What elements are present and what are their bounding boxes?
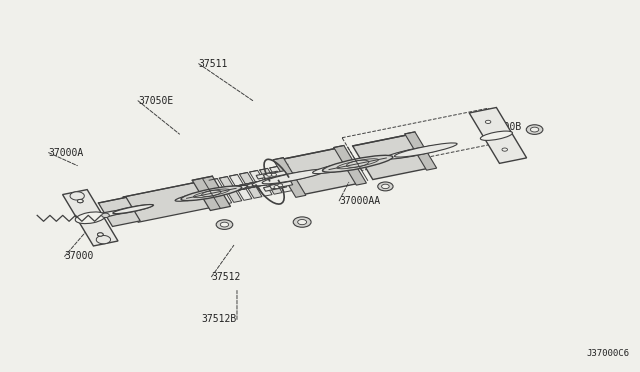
Ellipse shape bbox=[323, 155, 393, 172]
Text: 37512: 37512 bbox=[211, 272, 241, 282]
Ellipse shape bbox=[481, 131, 513, 140]
Polygon shape bbox=[192, 176, 230, 211]
Ellipse shape bbox=[526, 125, 543, 134]
Ellipse shape bbox=[246, 177, 288, 187]
Ellipse shape bbox=[389, 145, 447, 158]
Polygon shape bbox=[256, 171, 279, 179]
Polygon shape bbox=[469, 108, 527, 163]
Polygon shape bbox=[209, 179, 232, 204]
Polygon shape bbox=[273, 158, 306, 198]
Ellipse shape bbox=[274, 172, 316, 181]
Ellipse shape bbox=[394, 143, 457, 157]
Ellipse shape bbox=[298, 219, 307, 225]
Ellipse shape bbox=[264, 174, 306, 183]
Ellipse shape bbox=[214, 184, 255, 193]
Ellipse shape bbox=[216, 183, 257, 193]
Ellipse shape bbox=[70, 192, 84, 200]
Ellipse shape bbox=[274, 186, 279, 189]
Ellipse shape bbox=[502, 148, 508, 151]
Ellipse shape bbox=[102, 213, 109, 218]
Ellipse shape bbox=[97, 233, 103, 236]
Ellipse shape bbox=[385, 145, 447, 159]
Polygon shape bbox=[220, 177, 242, 202]
Text: 37050E: 37050E bbox=[138, 96, 173, 106]
Ellipse shape bbox=[113, 205, 154, 214]
Polygon shape bbox=[250, 170, 272, 196]
Ellipse shape bbox=[220, 222, 228, 227]
Ellipse shape bbox=[234, 180, 276, 189]
Text: 37000B: 37000B bbox=[486, 122, 522, 132]
Ellipse shape bbox=[254, 176, 296, 185]
Ellipse shape bbox=[216, 220, 233, 230]
Polygon shape bbox=[405, 132, 436, 170]
Polygon shape bbox=[239, 173, 262, 198]
Ellipse shape bbox=[97, 233, 103, 236]
Polygon shape bbox=[334, 145, 367, 185]
Ellipse shape bbox=[175, 189, 227, 201]
Ellipse shape bbox=[85, 210, 125, 219]
Ellipse shape bbox=[77, 199, 83, 203]
Ellipse shape bbox=[317, 159, 378, 173]
Ellipse shape bbox=[293, 217, 311, 227]
Polygon shape bbox=[280, 164, 302, 190]
Polygon shape bbox=[263, 171, 287, 179]
Ellipse shape bbox=[224, 182, 266, 191]
Polygon shape bbox=[269, 166, 292, 192]
Ellipse shape bbox=[278, 184, 283, 187]
Ellipse shape bbox=[267, 173, 272, 176]
Text: 37000: 37000 bbox=[65, 251, 94, 262]
Ellipse shape bbox=[205, 186, 248, 195]
Polygon shape bbox=[123, 181, 219, 222]
Ellipse shape bbox=[109, 205, 152, 215]
Text: J37000C6: J37000C6 bbox=[587, 349, 630, 358]
Ellipse shape bbox=[323, 157, 388, 171]
Ellipse shape bbox=[262, 170, 323, 184]
Ellipse shape bbox=[271, 173, 276, 176]
Ellipse shape bbox=[485, 120, 491, 124]
Ellipse shape bbox=[226, 182, 268, 191]
Ellipse shape bbox=[266, 173, 308, 183]
Ellipse shape bbox=[181, 186, 242, 201]
Ellipse shape bbox=[262, 169, 327, 184]
Polygon shape bbox=[260, 169, 282, 194]
Text: 37511: 37511 bbox=[198, 59, 228, 69]
Ellipse shape bbox=[378, 182, 393, 191]
Polygon shape bbox=[229, 174, 252, 200]
Ellipse shape bbox=[236, 179, 278, 189]
Ellipse shape bbox=[333, 156, 392, 169]
Ellipse shape bbox=[531, 127, 539, 132]
Text: 37000A: 37000A bbox=[49, 148, 84, 158]
Ellipse shape bbox=[256, 175, 298, 185]
Ellipse shape bbox=[312, 159, 378, 174]
Polygon shape bbox=[63, 190, 118, 246]
Ellipse shape bbox=[196, 187, 237, 197]
Ellipse shape bbox=[204, 186, 245, 195]
Ellipse shape bbox=[252, 171, 317, 186]
Polygon shape bbox=[282, 148, 358, 195]
Polygon shape bbox=[99, 198, 140, 227]
Ellipse shape bbox=[244, 178, 285, 187]
Ellipse shape bbox=[381, 184, 389, 189]
Ellipse shape bbox=[77, 199, 83, 203]
Ellipse shape bbox=[195, 185, 248, 197]
Ellipse shape bbox=[76, 212, 106, 224]
Polygon shape bbox=[353, 135, 428, 180]
Text: 37512B: 37512B bbox=[202, 314, 237, 324]
Ellipse shape bbox=[96, 235, 111, 244]
Polygon shape bbox=[264, 183, 287, 191]
Polygon shape bbox=[269, 181, 292, 189]
Text: 37000AA: 37000AA bbox=[339, 196, 380, 206]
Ellipse shape bbox=[189, 188, 233, 198]
